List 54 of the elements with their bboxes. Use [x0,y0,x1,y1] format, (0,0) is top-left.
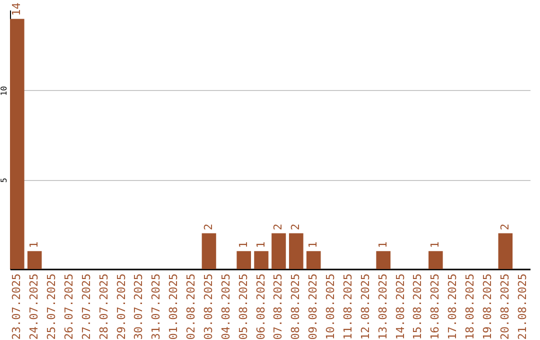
data-label: 1 [254,242,268,248]
x-tick-label: 13.08.2025 [376,274,390,340]
bar [272,233,286,269]
x-tick-label: 17.08.2025 [446,274,460,340]
x-tick-label: 09.08.2025 [306,274,320,340]
data-label: 1 [376,242,390,248]
data-label: 2 [289,224,302,230]
data-label: 2 [202,224,215,230]
x-tick-label: 20.08.2025 [498,274,512,340]
x-tick-label: 28.07.2025 [97,274,110,340]
x-tick-label: 07.08.2025 [272,274,285,340]
x-tick-label: 21.08.2025 [516,274,529,340]
x-tick-label: 03.08.2025 [202,274,215,340]
data-label: 1 [428,242,442,248]
x-tick-label: 06.08.2025 [254,274,268,340]
x-tick-label: 26.07.2025 [62,274,76,340]
x-tick-label: 15.08.2025 [411,274,424,340]
bar [289,233,304,269]
x-tick-label: 10.08.2025 [324,274,338,340]
x-tick-label: 14.08.2025 [394,274,407,340]
x-tick-label: 11.08.2025 [341,274,354,340]
bar [27,251,42,269]
bar [498,233,513,269]
x-tick-label: 27.07.2025 [80,274,93,340]
x-tick-label: 24.07.2025 [28,274,41,340]
bar [236,251,251,269]
data-label: 1 [236,242,250,248]
x-tick-label: 16.08.2025 [428,274,442,340]
bar [376,251,390,269]
data-label: 1 [306,242,320,248]
data-label: 2 [498,224,512,230]
y-tick-label: 10 [0,86,8,96]
x-tick-label: 25.07.2025 [45,274,58,340]
bar [306,251,321,269]
x-tick-label: 30.07.2025 [132,274,146,340]
x-tick-label: 08.08.2025 [289,274,302,340]
x-tick-label: 29.07.2025 [114,274,128,340]
x-tick-label: 05.08.2025 [236,274,250,340]
data-label: 2 [272,224,285,230]
data-label: 1 [28,242,41,248]
x-tick-label: 19.08.2025 [480,274,494,340]
x-tick-label: 18.08.2025 [464,274,477,340]
x-tick-label: 01.08.2025 [167,274,180,340]
data-label: 14 [10,2,24,16]
bar [202,233,216,269]
x-tick-label: 12.08.2025 [358,274,372,340]
y-tick-label: 5 [0,178,8,183]
bar [10,18,24,269]
x-tick-label: 04.08.2025 [219,274,232,340]
x-tick-label: 31.07.2025 [150,274,163,340]
x-tick-label: 02.08.2025 [184,274,198,340]
x-tick-label: 23.07.2025 [10,274,24,340]
bar [254,251,268,269]
bar [428,251,443,269]
